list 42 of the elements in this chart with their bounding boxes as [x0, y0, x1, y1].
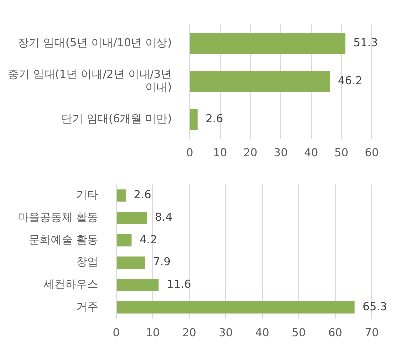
bar: [116, 234, 132, 247]
data-label: 2.6: [134, 188, 152, 202]
data-label: 4.2: [140, 233, 158, 246]
y-tick-label: 장기 임대(5년 이내/10년 이상): [18, 36, 172, 50]
x-tick-label: 30: [274, 146, 288, 160]
data-label: 51.3: [354, 36, 378, 50]
x-tick-label: 60: [365, 146, 379, 160]
y-tick-label: 문화예술 활동: [28, 233, 98, 246]
bar: [116, 212, 148, 224]
y-tick-label: 마을공동체 활동: [18, 211, 98, 224]
bar: [190, 71, 330, 92]
x-tick-label: 20: [244, 146, 258, 160]
bar: [190, 33, 346, 54]
data-label: 2.6: [206, 112, 224, 126]
x-tick-label: 10: [213, 146, 228, 160]
data-label: 8.4: [155, 211, 173, 224]
x-tick-label: 40: [304, 146, 318, 160]
bar: [116, 301, 355, 314]
bar: [116, 256, 146, 270]
y-tick-label: 거주: [76, 300, 98, 314]
x-tick-label: 40: [256, 326, 270, 340]
bar: [116, 279, 159, 292]
x-tick-label: 10: [146, 326, 160, 340]
x-tick-label: 70: [365, 326, 379, 340]
x-tick-label: 60: [328, 326, 342, 340]
y-tick-label: 중기 임대(1년 이내/2년 이내/3년 이내): [8, 68, 172, 94]
y-tick-label: 단기 임대(6개월 미만): [61, 112, 172, 126]
bar: [190, 109, 198, 130]
x-tick-label: 50: [292, 326, 306, 340]
x-tick-label: 30: [219, 326, 233, 340]
bar: [116, 190, 126, 202]
y-tick-label: 세컨하우스: [43, 278, 98, 292]
x-tick-label: 20: [182, 326, 196, 340]
x-tick-label: 50: [334, 146, 349, 160]
x-tick-label: 0: [112, 326, 120, 340]
data-label: 65.3: [362, 300, 388, 314]
data-label: 7.9: [153, 256, 171, 269]
y-tick-label: 기타: [76, 188, 98, 202]
data-label: 11.6: [166, 278, 192, 292]
x-tick-label: 0: [186, 146, 194, 160]
y-tick-label: 창업: [76, 256, 98, 269]
data-label: 46.2: [338, 74, 363, 88]
